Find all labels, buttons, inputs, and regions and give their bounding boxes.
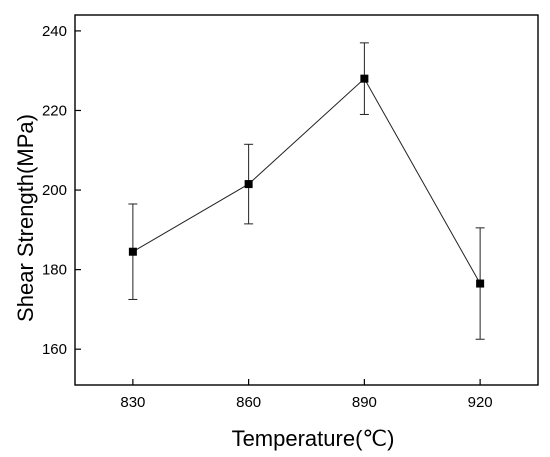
x-tick-label: 920 [468,394,493,411]
y-tick-label: 200 [42,182,67,199]
x-tick-label: 860 [236,394,261,411]
data-point [244,180,253,189]
y-axis-title: Shear Strength(MPa) [13,114,38,322]
y-tick-label: 220 [42,102,67,119]
x-tick-label: 890 [352,394,377,411]
y-tick-label: 240 [42,23,67,40]
series-line [132,77,481,284]
y-tick-label: 160 [42,341,67,358]
data-point [360,74,369,83]
data-point [476,279,485,288]
x-tick-label: 830 [120,394,145,411]
x-axis-title: Temperature(℃) [232,426,395,451]
y-tick-label: 180 [42,262,67,279]
data-point [128,247,137,256]
plot-frame [74,14,539,386]
plot-axes: 160 180 200 220 240 830 860 890 920 [42,14,539,411]
data-series [128,42,485,340]
